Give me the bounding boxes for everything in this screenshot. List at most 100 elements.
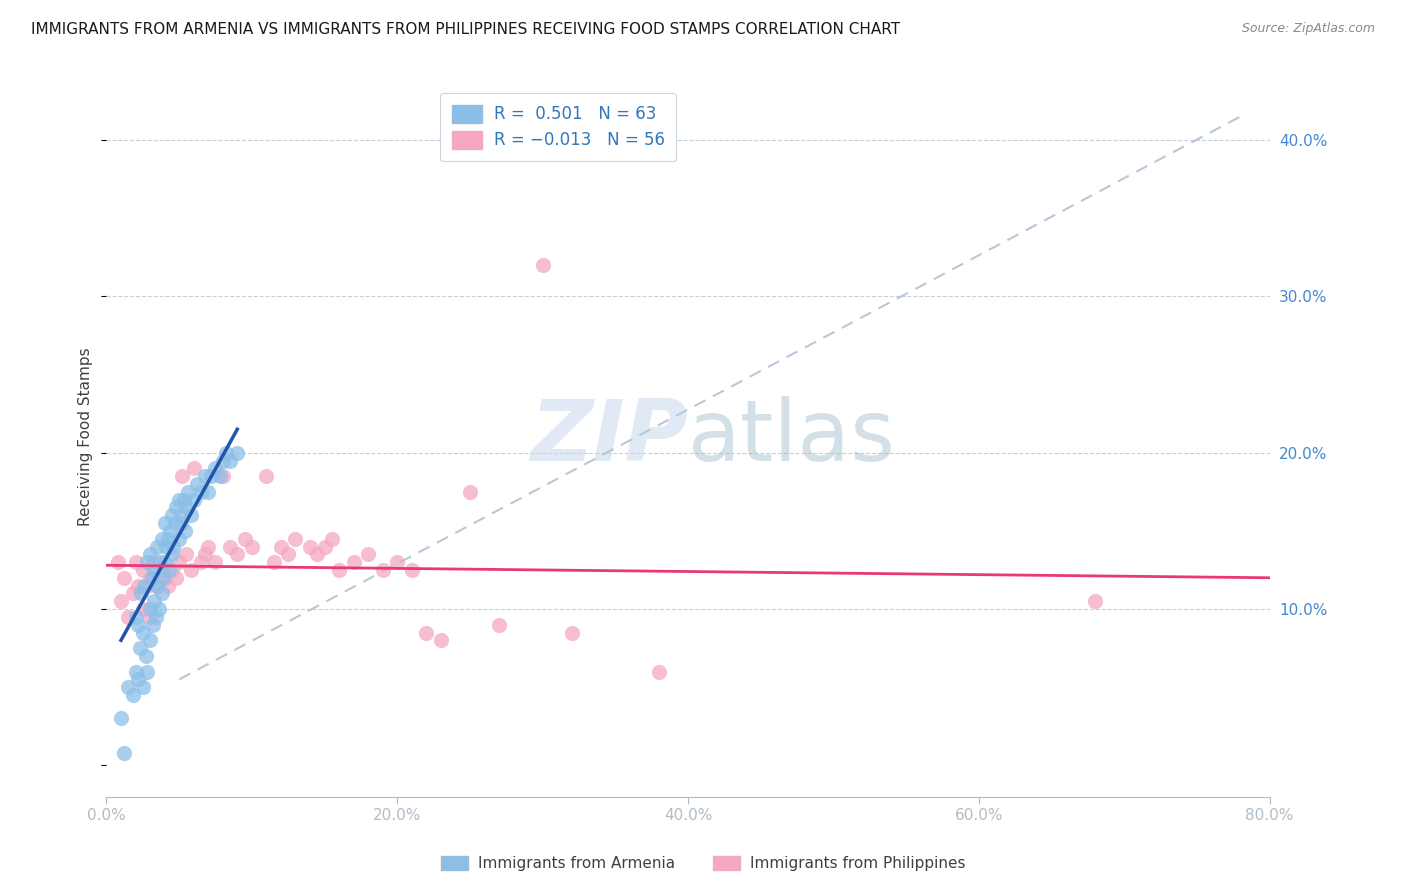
Point <box>531 258 554 272</box>
Point <box>197 484 219 499</box>
Point <box>197 540 219 554</box>
Point <box>167 532 190 546</box>
Point <box>132 680 155 694</box>
Point <box>371 563 394 577</box>
Point <box>170 508 193 523</box>
Point <box>226 547 249 561</box>
Point <box>160 508 183 523</box>
Point <box>134 578 156 592</box>
Point <box>110 594 132 608</box>
Point <box>183 492 205 507</box>
Point <box>167 555 190 569</box>
Point <box>132 563 155 577</box>
Point <box>143 594 166 608</box>
Point <box>169 516 191 530</box>
Point <box>211 469 233 483</box>
Y-axis label: Receiving Food Stamps: Receiving Food Stamps <box>79 348 93 526</box>
Point <box>415 625 437 640</box>
Point <box>139 633 162 648</box>
Point <box>357 547 380 561</box>
Point <box>211 453 233 467</box>
Point <box>215 446 238 460</box>
Point <box>129 641 152 656</box>
Point <box>176 500 198 515</box>
Point <box>170 469 193 483</box>
Point <box>167 492 190 507</box>
Point <box>146 540 169 554</box>
Point <box>204 555 226 569</box>
Point <box>112 746 135 760</box>
Point <box>153 571 176 585</box>
Point <box>200 469 222 483</box>
Point <box>219 453 242 467</box>
Point <box>177 484 200 499</box>
Point <box>263 555 285 569</box>
Point <box>328 563 350 577</box>
Point <box>163 516 186 530</box>
Point <box>150 532 173 546</box>
Point <box>139 610 162 624</box>
Point <box>155 540 177 554</box>
Point <box>124 665 146 679</box>
Point <box>219 540 242 554</box>
Point <box>152 571 174 585</box>
Point <box>160 547 183 561</box>
Legend: R =  0.501   N = 63, R = −0.013   N = 56: R = 0.501 N = 63, R = −0.013 N = 56 <box>440 93 676 161</box>
Point <box>194 547 217 561</box>
Text: atlas: atlas <box>688 395 896 478</box>
Point <box>135 648 157 663</box>
Point <box>124 610 146 624</box>
Text: Source: ZipAtlas.com: Source: ZipAtlas.com <box>1241 22 1375 36</box>
Point <box>117 610 139 624</box>
Point <box>401 563 423 577</box>
Point <box>141 571 163 585</box>
Point <box>139 602 162 616</box>
Point <box>110 711 132 725</box>
Point <box>146 578 169 592</box>
Point <box>145 610 167 624</box>
Text: IMMIGRANTS FROM ARMENIA VS IMMIGRANTS FROM PHILIPPINES RECEIVING FOOD STAMPS COR: IMMIGRANTS FROM ARMENIA VS IMMIGRANTS FR… <box>31 22 900 37</box>
Point <box>136 555 159 569</box>
Point <box>117 680 139 694</box>
Point <box>648 665 671 679</box>
Point <box>132 625 155 640</box>
Point <box>176 547 198 561</box>
Point <box>233 532 256 546</box>
Point <box>150 586 173 600</box>
Point <box>430 633 453 648</box>
Point <box>180 508 202 523</box>
Point <box>204 461 226 475</box>
Point <box>136 578 159 592</box>
Point <box>190 484 212 499</box>
Point <box>146 578 169 592</box>
Point <box>107 555 129 569</box>
Point <box>194 469 217 483</box>
Legend: Immigrants from Armenia, Immigrants from Philippines: Immigrants from Armenia, Immigrants from… <box>434 850 972 877</box>
Point <box>121 688 143 702</box>
Point <box>127 617 149 632</box>
Point <box>343 555 366 569</box>
Point <box>157 563 180 577</box>
Point <box>180 563 202 577</box>
Point <box>1084 594 1107 608</box>
Point <box>142 555 165 569</box>
Point <box>488 617 510 632</box>
Point <box>254 469 277 483</box>
Point <box>190 555 212 569</box>
Point <box>150 563 173 577</box>
Point <box>387 555 409 569</box>
Point <box>127 578 149 592</box>
Point <box>173 492 195 507</box>
Point <box>183 461 205 475</box>
Point <box>186 477 208 491</box>
Point <box>174 524 197 538</box>
Point <box>165 500 187 515</box>
Point <box>143 563 166 577</box>
Point <box>112 571 135 585</box>
Point <box>121 586 143 600</box>
Point <box>160 563 183 577</box>
Point <box>159 524 181 538</box>
Point <box>298 540 321 554</box>
Point <box>127 673 149 687</box>
Point <box>156 532 179 546</box>
